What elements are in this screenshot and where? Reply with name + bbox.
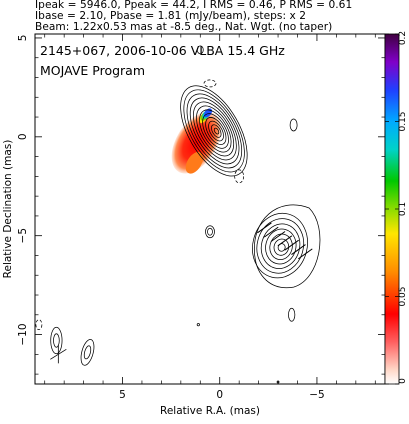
header-line-1: Ipeak = 5946.0, Ppeak = 44.2, I RMS = 0.… <box>35 0 353 11</box>
y-tick-label: 0 <box>17 133 29 140</box>
beam-inner <box>83 345 92 360</box>
beam-inner <box>53 333 60 348</box>
jet-contours-contour <box>256 218 305 274</box>
core-contours-contour <box>196 105 235 157</box>
beam-outline <box>50 326 63 355</box>
core-contours-contour <box>213 127 220 135</box>
y-tick-label: −5 <box>17 228 29 243</box>
jet-polarization-ticks <box>257 222 313 260</box>
beam-outline <box>80 339 95 366</box>
stray-contour <box>196 45 204 55</box>
negative-contour <box>234 169 245 184</box>
negative-contour <box>203 79 217 88</box>
header-line-2: Ibase = 2.10, Pbase = 1.81 (mJy/beam), s… <box>35 10 307 22</box>
y-axis-title: Relative Declination (mas) <box>2 140 14 279</box>
core-contours-contour <box>208 120 224 142</box>
x-axis-title: Relative R.A. (mas) <box>160 405 260 417</box>
colorbar-tick-label: 0.1 <box>398 202 408 216</box>
core-contours-contour <box>202 113 229 149</box>
polarization-patch-orange <box>185 151 204 174</box>
colorbar-tick-label: 0.2 <box>398 31 408 45</box>
colorbar-tick-label: 0 <box>398 378 408 384</box>
colorbar-ticks: 0 0.05 0.1 0.15 0.2 <box>385 31 408 385</box>
beam-ellipse <box>50 326 95 366</box>
jet-contours-contour <box>273 238 290 256</box>
jet-contours <box>252 212 308 279</box>
polarization-tick <box>257 222 272 234</box>
polarization-tick <box>270 231 286 242</box>
x-tick-label: −5 <box>309 389 324 401</box>
plot-area <box>35 45 321 384</box>
stray-contour <box>289 118 298 132</box>
colorbar-tick-label: 0.15 <box>398 111 408 131</box>
stray-contour <box>196 323 200 327</box>
polarization-tick <box>277 235 293 247</box>
stray-contour <box>288 307 296 322</box>
core-contours-contour <box>186 93 243 169</box>
stray-contour <box>207 227 213 236</box>
colorbar-tick-label: 0.05 <box>398 286 408 306</box>
program-label: MOJAVE Program <box>40 63 145 78</box>
core-contours-contour <box>211 124 222 138</box>
stray-contour <box>205 225 215 239</box>
core-contours-contour <box>189 97 240 165</box>
jet-contours-contour <box>265 228 297 265</box>
polarization-tick <box>297 248 313 260</box>
core-contours-contour <box>180 85 248 177</box>
polarization-tick <box>284 239 299 251</box>
y-tick-label: −10 <box>17 323 29 345</box>
core-contours-contour <box>192 101 237 161</box>
header-line-3: Beam: 1.22x0.53 mas at -8.5 deg., Nat. W… <box>35 21 333 33</box>
x-tick-label: 5 <box>119 389 126 401</box>
stray-contours <box>196 45 298 384</box>
axis-ticks: 5 0 −5 5 0 −5 −10 <box>17 34 385 401</box>
x-tick-label: 0 <box>216 389 223 401</box>
source-label: 2145+067, 2006-10-06 VLBA 15.4 GHz <box>40 43 285 58</box>
negative-contours <box>35 79 245 331</box>
jet-halo-contour <box>254 204 321 289</box>
core-contours-contour <box>205 117 227 145</box>
plot-frame <box>34 33 386 385</box>
jet-contours-contour <box>260 223 301 269</box>
core-contours-contour <box>199 109 232 153</box>
core-contours-contour <box>183 89 245 173</box>
core-contours <box>180 85 248 177</box>
jet-contours-contour <box>252 212 308 279</box>
jet-contours-contour <box>269 233 293 260</box>
polarization-tick <box>291 244 306 255</box>
polarization-tick <box>263 226 279 238</box>
negative-contour <box>35 319 43 331</box>
jet-contours-contour <box>277 243 286 252</box>
y-tick-label: 5 <box>17 35 29 42</box>
